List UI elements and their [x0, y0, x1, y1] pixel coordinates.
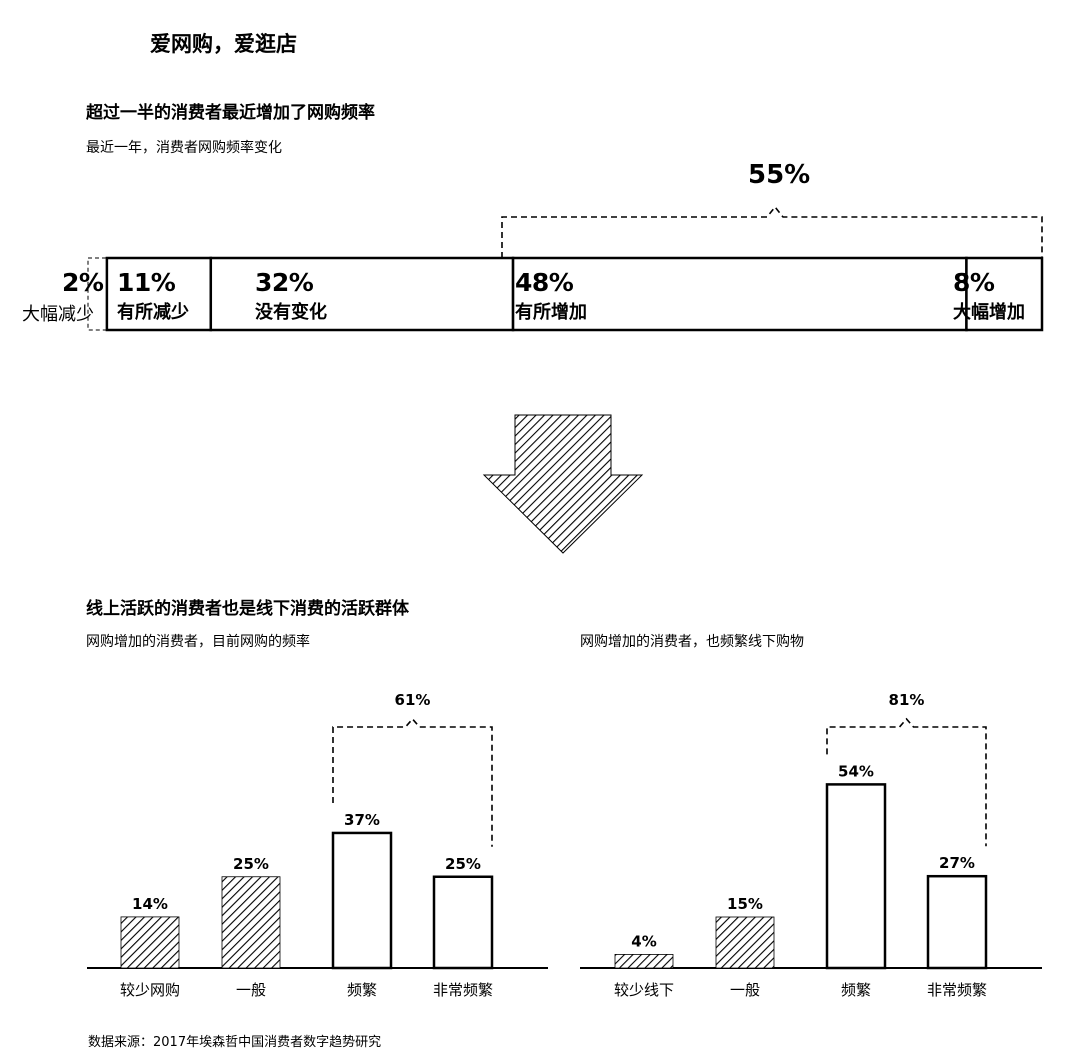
seg-label-cat: 大幅减少: [22, 304, 94, 325]
bar-value-label: 25%: [233, 855, 269, 873]
bar-category-label: 较少网购: [120, 981, 180, 999]
bar-value-label: 25%: [445, 855, 481, 873]
bar-value-label: 14%: [132, 895, 168, 913]
bar: [221, 876, 281, 969]
section2-title: 线上活跃的消费者也是线下消费的活跃群体: [86, 599, 409, 619]
chart-offline-shopping: 4% 较少线下 15% 一般 54% 频繁 27% 非常频繁 81%: [580, 691, 1042, 999]
bar-value-label: 27%: [939, 854, 975, 872]
bar: [926, 874, 988, 970]
section2-left-subtitle: 网购增加的消费者，目前网购的频率: [86, 634, 310, 650]
bar-category-label: 一般: [236, 981, 266, 999]
down-arrow-icon: [482, 414, 644, 554]
source-note: 数据来源：2017年埃森哲中国消费者数字趋势研究: [88, 1035, 382, 1050]
seg-label-cat: 有所减少: [117, 302, 189, 323]
stack-segment: [965, 256, 1044, 332]
seg-label-pct: 2%: [62, 268, 104, 297]
seg-label-pct: 32%: [255, 268, 314, 297]
bar-category-label: 一般: [730, 981, 760, 999]
seg-label-pct: 8%: [953, 268, 995, 297]
bar: [331, 831, 393, 970]
section1-title: 超过一半的消费者最近增加了网购频率: [86, 103, 375, 123]
bracket-55: [501, 205, 1043, 258]
stack-segment: [105, 256, 213, 332]
bar: [432, 875, 494, 970]
bracket: [332, 717, 493, 847]
bar: [614, 954, 674, 969]
seg-label-cat: 没有变化: [255, 302, 327, 323]
chart-online-frequency: 14% 较少网购 25% 一般 37% 频繁 25% 非常频繁 61%: [87, 691, 548, 999]
stacked-bar: [87, 256, 1044, 332]
seg-label-cat: 大幅增加: [953, 302, 1025, 323]
section1-subtitle: 最近一年，消费者网购频率变化: [86, 140, 282, 156]
stack-segment: [511, 256, 968, 332]
bar-value-label: 54%: [838, 762, 874, 780]
bar-category-label: 频繁: [347, 981, 377, 999]
stack-segment: [87, 257, 108, 331]
bar-value-label: 15%: [727, 895, 763, 913]
bar: [120, 916, 180, 969]
seg-label-pct: 11%: [117, 268, 176, 297]
section2-right-subtitle: 网购增加的消费者，也频繁线下购物: [580, 634, 804, 650]
bracket-label: 81%: [889, 691, 925, 709]
bar-category-label: 频繁: [841, 981, 871, 999]
bar-value-label: 37%: [344, 811, 380, 829]
bracket-label: 61%: [395, 691, 431, 709]
page-title: 爱网购，爱逛店: [150, 32, 297, 56]
bar-value-label: 4%: [631, 932, 656, 950]
bracket-55-label: 55%: [748, 160, 811, 190]
seg-label-cat: 有所增加: [515, 302, 587, 323]
bar-category-label: 非常频繁: [927, 981, 987, 999]
bar-category-label: 非常频繁: [433, 981, 493, 999]
bracket: [826, 717, 987, 847]
bar-category-label: 较少线下: [614, 981, 674, 999]
seg-label-pct: 48%: [515, 268, 574, 297]
bar: [825, 783, 887, 970]
bar: [715, 916, 775, 969]
